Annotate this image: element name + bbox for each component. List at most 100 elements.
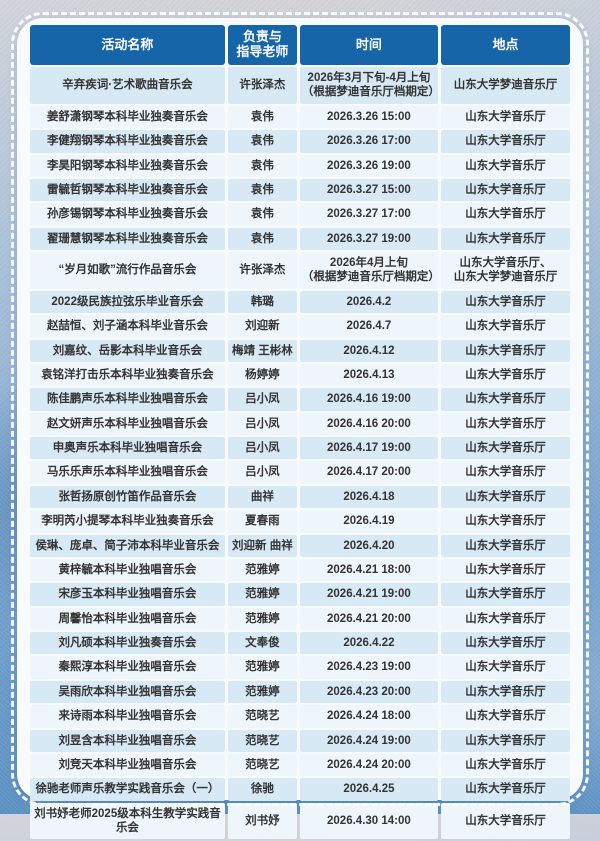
table-row: 袁铭洋打击乐本科毕业独奏音乐会 杨婷婷 2026.4.13 山东大学音乐厅 — [30, 363, 570, 387]
schedule-table: 活动名称 负责与 指导老师 时间 地点 辛弃疾词·艺术歌曲音乐会 许张泽杰 2026… — [27, 23, 573, 841]
cell-location: 山东大学音乐厅 — [440, 178, 570, 202]
cell-time: 2026.4.21 20:00 — [299, 607, 438, 630]
cell-location: 山东大学音乐厅 — [440, 558, 570, 582]
cell-location: 山东大学音乐厅 — [440, 130, 570, 153]
cell-activity-name: 来诗雨本科毕业独唱音乐会 — [30, 705, 225, 728]
cell-activity-name: 辛弃疾词·艺术歌曲音乐会 — [30, 67, 225, 104]
cell-time: 2026.4.23 20:00 — [299, 680, 438, 704]
cell-activity-name: “岁月如歌”流行作品音乐会 — [30, 252, 225, 289]
cell-time: 2026.4.16 19:00 — [299, 388, 438, 411]
table-row: 赵喆恒、刘子涵本科毕业音乐会 刘迎新 2026.4.7 山东大学音乐厅 — [30, 315, 570, 338]
cell-location: 山东大学音乐厅 — [440, 729, 570, 752]
cell-teacher: 袁伟 — [227, 203, 297, 226]
cell-teacher: 刘书妤 — [227, 802, 297, 840]
cell-activity-name: 翟珊慧钢琴本科毕业独奏音乐会 — [30, 227, 225, 250]
cell-activity-name: 刘书妤老师2025级本科生教学实践音乐会 — [30, 802, 225, 840]
cell-location: 山东大学音乐厅 — [440, 632, 570, 655]
table-row: 姜舒潇钢琴本科毕业独奏音乐会 袁伟 2026.3.26 15:00 山东大学音乐厅 — [30, 105, 570, 129]
cell-activity-name: 姜舒潇钢琴本科毕业独奏音乐会 — [30, 105, 225, 129]
cell-teacher: 范晓艺 — [227, 705, 297, 728]
cell-teacher: 袁伟 — [227, 154, 297, 177]
cell-teacher: 范雅婷 — [227, 558, 297, 582]
cell-time: 2026.4.2 — [299, 290, 438, 314]
cell-teacher: 梅靖 王彬林 — [227, 339, 297, 362]
cell-time: 2026.4.21 18:00 — [299, 558, 438, 582]
cell-activity-name: 宋彦玉本科毕业独唱音乐会 — [30, 583, 225, 606]
table-row: 来诗雨本科毕业独唱音乐会 范晓艺 2026.4.24 18:00 山东大学音乐厅 — [30, 705, 570, 728]
cell-time: 2026.3.27 15:00 — [299, 178, 438, 202]
column-header-activity-name: 活动名称 — [30, 25, 225, 65]
cell-location: 山东大学音乐厅 — [440, 388, 570, 411]
cell-teacher: 范雅婷 — [227, 680, 297, 704]
cell-location: 山东大学音乐厅 — [440, 203, 570, 226]
table-row: 翟珊慧钢琴本科毕业独奏音乐会 袁伟 2026.3.27 19:00 山东大学音乐厅 — [30, 227, 570, 250]
table-row: 宋彦玉本科毕业独唱音乐会 范雅婷 2026.4.21 19:00 山东大学音乐厅 — [30, 583, 570, 606]
table-row: 吴雨欣本科毕业独唱音乐会 范雅婷 2026.4.23 20:00 山东大学音乐厅 — [30, 680, 570, 704]
cell-teacher: 吕小凤 — [227, 437, 297, 460]
cell-time: 2026.4.25 — [299, 778, 438, 801]
cell-teacher: 范晓艺 — [227, 729, 297, 752]
column-header-location: 地点 — [440, 25, 570, 65]
cell-location: 山东大学音乐厅 — [440, 778, 570, 801]
cell-activity-name: 赵喆恒、刘子涵本科毕业音乐会 — [30, 315, 225, 338]
cell-teacher: 范雅婷 — [227, 607, 297, 630]
column-header-teacher: 负责与 指导老师 — [227, 25, 297, 65]
cell-location: 山东大学音乐厅 — [440, 154, 570, 177]
cell-teacher: 范雅婷 — [227, 656, 297, 679]
table-row: 赵文妍声乐本科毕业独唱音乐会 吕小凤 2026.4.16 20:00 山东大学音乐厅 — [30, 412, 570, 435]
cell-teacher: 韩璐 — [227, 290, 297, 314]
cell-activity-name: 刘竞天本科毕业独唱音乐会 — [30, 753, 225, 777]
cell-time: 2026年4月上旬 （根据梦迪音乐厅档期定） — [299, 252, 440, 289]
cell-location: 山东大学音乐厅 — [440, 461, 570, 484]
table-row: 张哲扬原创竹笛作品音乐会 曲祥 2026.4.18 山东大学音乐厅 — [30, 485, 570, 509]
cell-teacher: 刘迎新 曲祥 — [227, 534, 297, 557]
table-row: 徐驰老师声乐教学实践音乐会（一） 徐驰 2026.4.25 山东大学音乐厅 — [30, 778, 570, 801]
schedule-card: 活动名称 负责与 指导老师 时间 地点 辛弃疾词·艺术歌曲音乐会 许张泽杰 2026… — [11, 12, 589, 840]
cell-location: 山东大学音乐厅 — [440, 802, 570, 840]
cell-location: 山东大学音乐厅 — [440, 485, 570, 509]
cell-activity-name: 李明芮小提琴本科毕业独奏音乐会 — [30, 510, 225, 533]
cell-location: 山东大学音乐厅 — [440, 227, 570, 250]
cell-activity-name: 袁铭洋打击乐本科毕业独奏音乐会 — [30, 363, 225, 387]
table-row: 周馨怡本科毕业独唱音乐会 范雅婷 2026.4.21 20:00 山东大学音乐厅 — [30, 607, 570, 630]
cell-teacher: 曲祥 — [227, 485, 297, 509]
cell-teacher: 文奉俊 — [227, 632, 297, 655]
table-row: 刘嘉纹、岳影本科毕业音乐会 梅靖 王彬林 2026.4.12 山东大学音乐厅 — [30, 339, 570, 362]
cell-activity-name: 刘凡硕本科毕业独奏音乐会 — [30, 632, 225, 655]
cell-time: 2026.4.17 19:00 — [299, 437, 438, 460]
cell-activity-name: 李健翔钢琴本科毕业独奏音乐会 — [30, 130, 225, 153]
cell-location: 山东大学音乐厅 — [440, 339, 570, 362]
cell-time: 2026.3.26 19:00 — [299, 154, 438, 177]
cell-teacher: 徐驰 — [227, 778, 297, 801]
table-row: 辛弃疾词·艺术歌曲音乐会 许张泽杰 2026年3月下旬-4月上旬 （根据梦迪音乐厅档… — [30, 67, 570, 104]
cell-activity-name: 马乐乐声乐本科毕业独唱音乐会 — [30, 461, 225, 484]
cell-teacher: 吕小凤 — [227, 461, 297, 484]
cell-activity-name: 陈佳鹏声乐本科毕业独唱音乐会 — [30, 388, 225, 411]
cell-time: 2026.4.17 20:00 — [299, 461, 438, 484]
cell-location: 山东大学音乐厅 — [440, 656, 570, 679]
table-row: 李明芮小提琴本科毕业独奏音乐会 夏春雨 2026.4.19 山东大学音乐厅 — [30, 510, 570, 533]
cell-location: 山东大学音乐厅 — [440, 437, 570, 460]
cell-teacher: 袁伟 — [227, 227, 297, 250]
cell-location: 山东大学音乐厅 — [440, 510, 570, 533]
cell-location: 山东大学音乐厅、 山东大学梦迪音乐厅 — [440, 252, 570, 289]
cell-activity-name: 雷毓哲钢琴本科毕业独奏音乐会 — [30, 178, 225, 202]
column-header-time: 时间 — [299, 25, 438, 65]
table-row: 刘昱含本科毕业独唱音乐会 范晓艺 2026.4.24 19:00 山东大学音乐厅 — [30, 729, 570, 752]
cell-activity-name: 刘昱含本科毕业独唱音乐会 — [30, 729, 225, 752]
cell-time: 2026.4.30 14:00 — [299, 802, 438, 840]
table-row: 2022级民族拉弦乐毕业音乐会 韩璐 2026.4.2 山东大学音乐厅 — [30, 290, 570, 314]
cell-time: 2026.4.24 20:00 — [299, 753, 438, 777]
table-row: 李昊阳钢琴本科毕业独奏音乐会 袁伟 2026.3.26 19:00 山东大学音乐厅 — [30, 154, 570, 177]
cell-activity-name: 赵文妍声乐本科毕业独唱音乐会 — [30, 412, 225, 435]
cell-activity-name: 孙彦锡钢琴本科毕业独奏音乐会 — [30, 203, 225, 226]
table-row: “岁月如歌”流行作品音乐会 许张泽杰 2026年4月上旬 （根据梦迪音乐厅档期定）山… — [30, 252, 570, 289]
table-row: 刘凡硕本科毕业独奏音乐会 文奉俊 2026.4.22 山东大学音乐厅 — [30, 632, 570, 655]
header-row: 活动名称 负责与 指导老师 时间 地点 — [30, 25, 570, 65]
cell-location: 山东大学梦迪音乐厅 — [440, 67, 570, 104]
cell-teacher: 夏春雨 — [227, 510, 297, 533]
cell-activity-name: 周馨怡本科毕业独唱音乐会 — [30, 607, 225, 630]
cell-activity-name: 秦熙淳本科毕业独唱音乐会 — [30, 656, 225, 679]
cell-location: 山东大学音乐厅 — [440, 607, 570, 630]
cell-activity-name: 李昊阳钢琴本科毕业独奏音乐会 — [30, 154, 225, 177]
